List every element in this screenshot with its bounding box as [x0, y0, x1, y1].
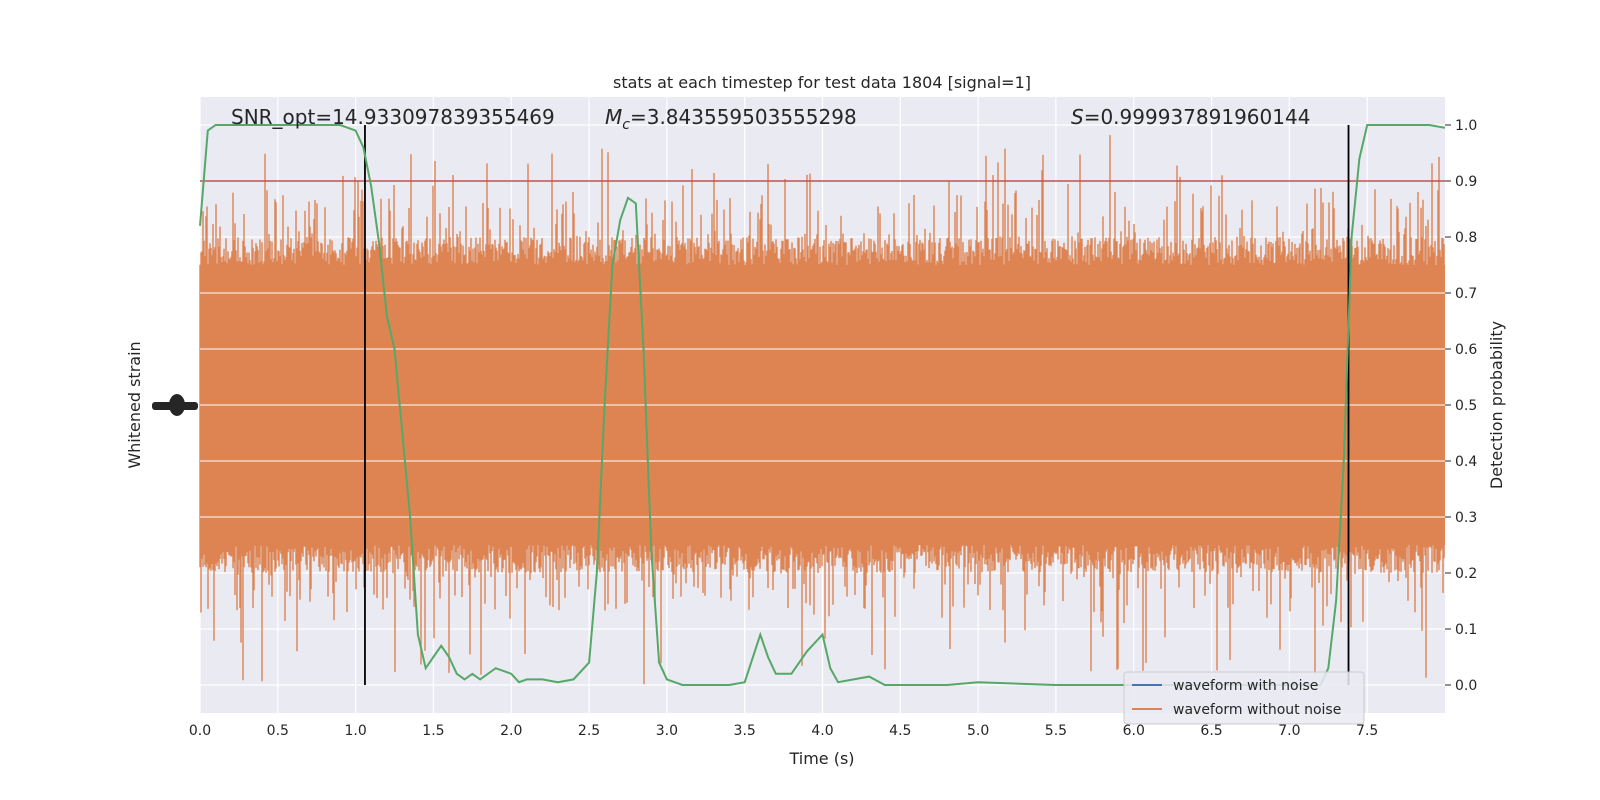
x-tick-label: 5.0 — [967, 723, 989, 739]
y-tick-label: 0.6 — [1455, 342, 1477, 358]
chart-title: stats at each timestep for test data 180… — [613, 73, 1031, 92]
x-tick-label: 3.5 — [734, 723, 756, 739]
s-value: =0.999937891960144 — [1084, 105, 1311, 129]
y-tick-label: 0.2 — [1455, 566, 1477, 582]
s-annotation: S=0.999937891960144 — [1071, 105, 1310, 129]
x-tick-label: 0.5 — [267, 723, 289, 739]
x-tick-label: 2.0 — [500, 723, 522, 739]
x-tick-label: 1.5 — [422, 723, 444, 739]
legend: waveform with noise waveform without noi… — [1123, 671, 1365, 725]
x-tick-label: 2.5 — [578, 723, 600, 739]
x-tick-label: 4.5 — [889, 723, 911, 739]
x-tick-label: 1.0 — [344, 723, 366, 739]
y-tick-label: 0.4 — [1455, 454, 1477, 470]
x-tick-label: 5.5 — [1045, 723, 1067, 739]
y-tick-label: 0.7 — [1455, 286, 1477, 302]
chirp-mass-annotation: Mc=3.843559503555298 — [605, 105, 857, 133]
y-tick-label: 1.0 — [1455, 118, 1477, 134]
legend-label-with-noise: waveform with noise — [1173, 678, 1318, 694]
x-tick-label: 4.0 — [811, 723, 833, 739]
mc-value: =3.843559503555298 — [630, 105, 857, 129]
y-tick-label: 0.9 — [1455, 174, 1477, 190]
y-tick-label: 0.0 — [1455, 678, 1477, 694]
ticks: 0.0 0.5 1.0 1.5 2.0 2.5 3.0 3.5 4.0 4.5 5.0 5.5 6.0 6… — [152, 118, 1477, 739]
legend-label-without-noise: waveform without noise — [1173, 702, 1341, 718]
x-tick-label: 0.0 — [189, 723, 211, 739]
x-tick-label: 6.0 — [1123, 723, 1145, 739]
y-axis-label-right: Detection probability — [1487, 321, 1506, 489]
y-tick-label: 0.8 — [1455, 230, 1477, 246]
x-tick-label: 3.0 — [656, 723, 678, 739]
x-axis-label: Time (s) — [788, 749, 854, 768]
legend-box — [1123, 671, 1365, 725]
s-symbol: S — [1071, 105, 1084, 129]
left-axis-tick-cluster-glyph — [169, 394, 185, 416]
x-tick-label: 7.5 — [1356, 723, 1378, 739]
mc-subscript: c — [622, 117, 630, 133]
snr-annotation: SNR_opt=14.933097839355469 — [231, 105, 555, 129]
y-tick-label: 0.1 — [1455, 622, 1477, 638]
y-axis-label-left: Whitened strain — [125, 341, 144, 468]
x-tick-label: 7.0 — [1278, 723, 1300, 739]
y-tick-label: 0.5 — [1455, 398, 1477, 414]
x-tick-label: 6.5 — [1200, 723, 1222, 739]
mc-symbol: M — [605, 105, 622, 129]
y-tick-label: 0.3 — [1455, 510, 1477, 526]
